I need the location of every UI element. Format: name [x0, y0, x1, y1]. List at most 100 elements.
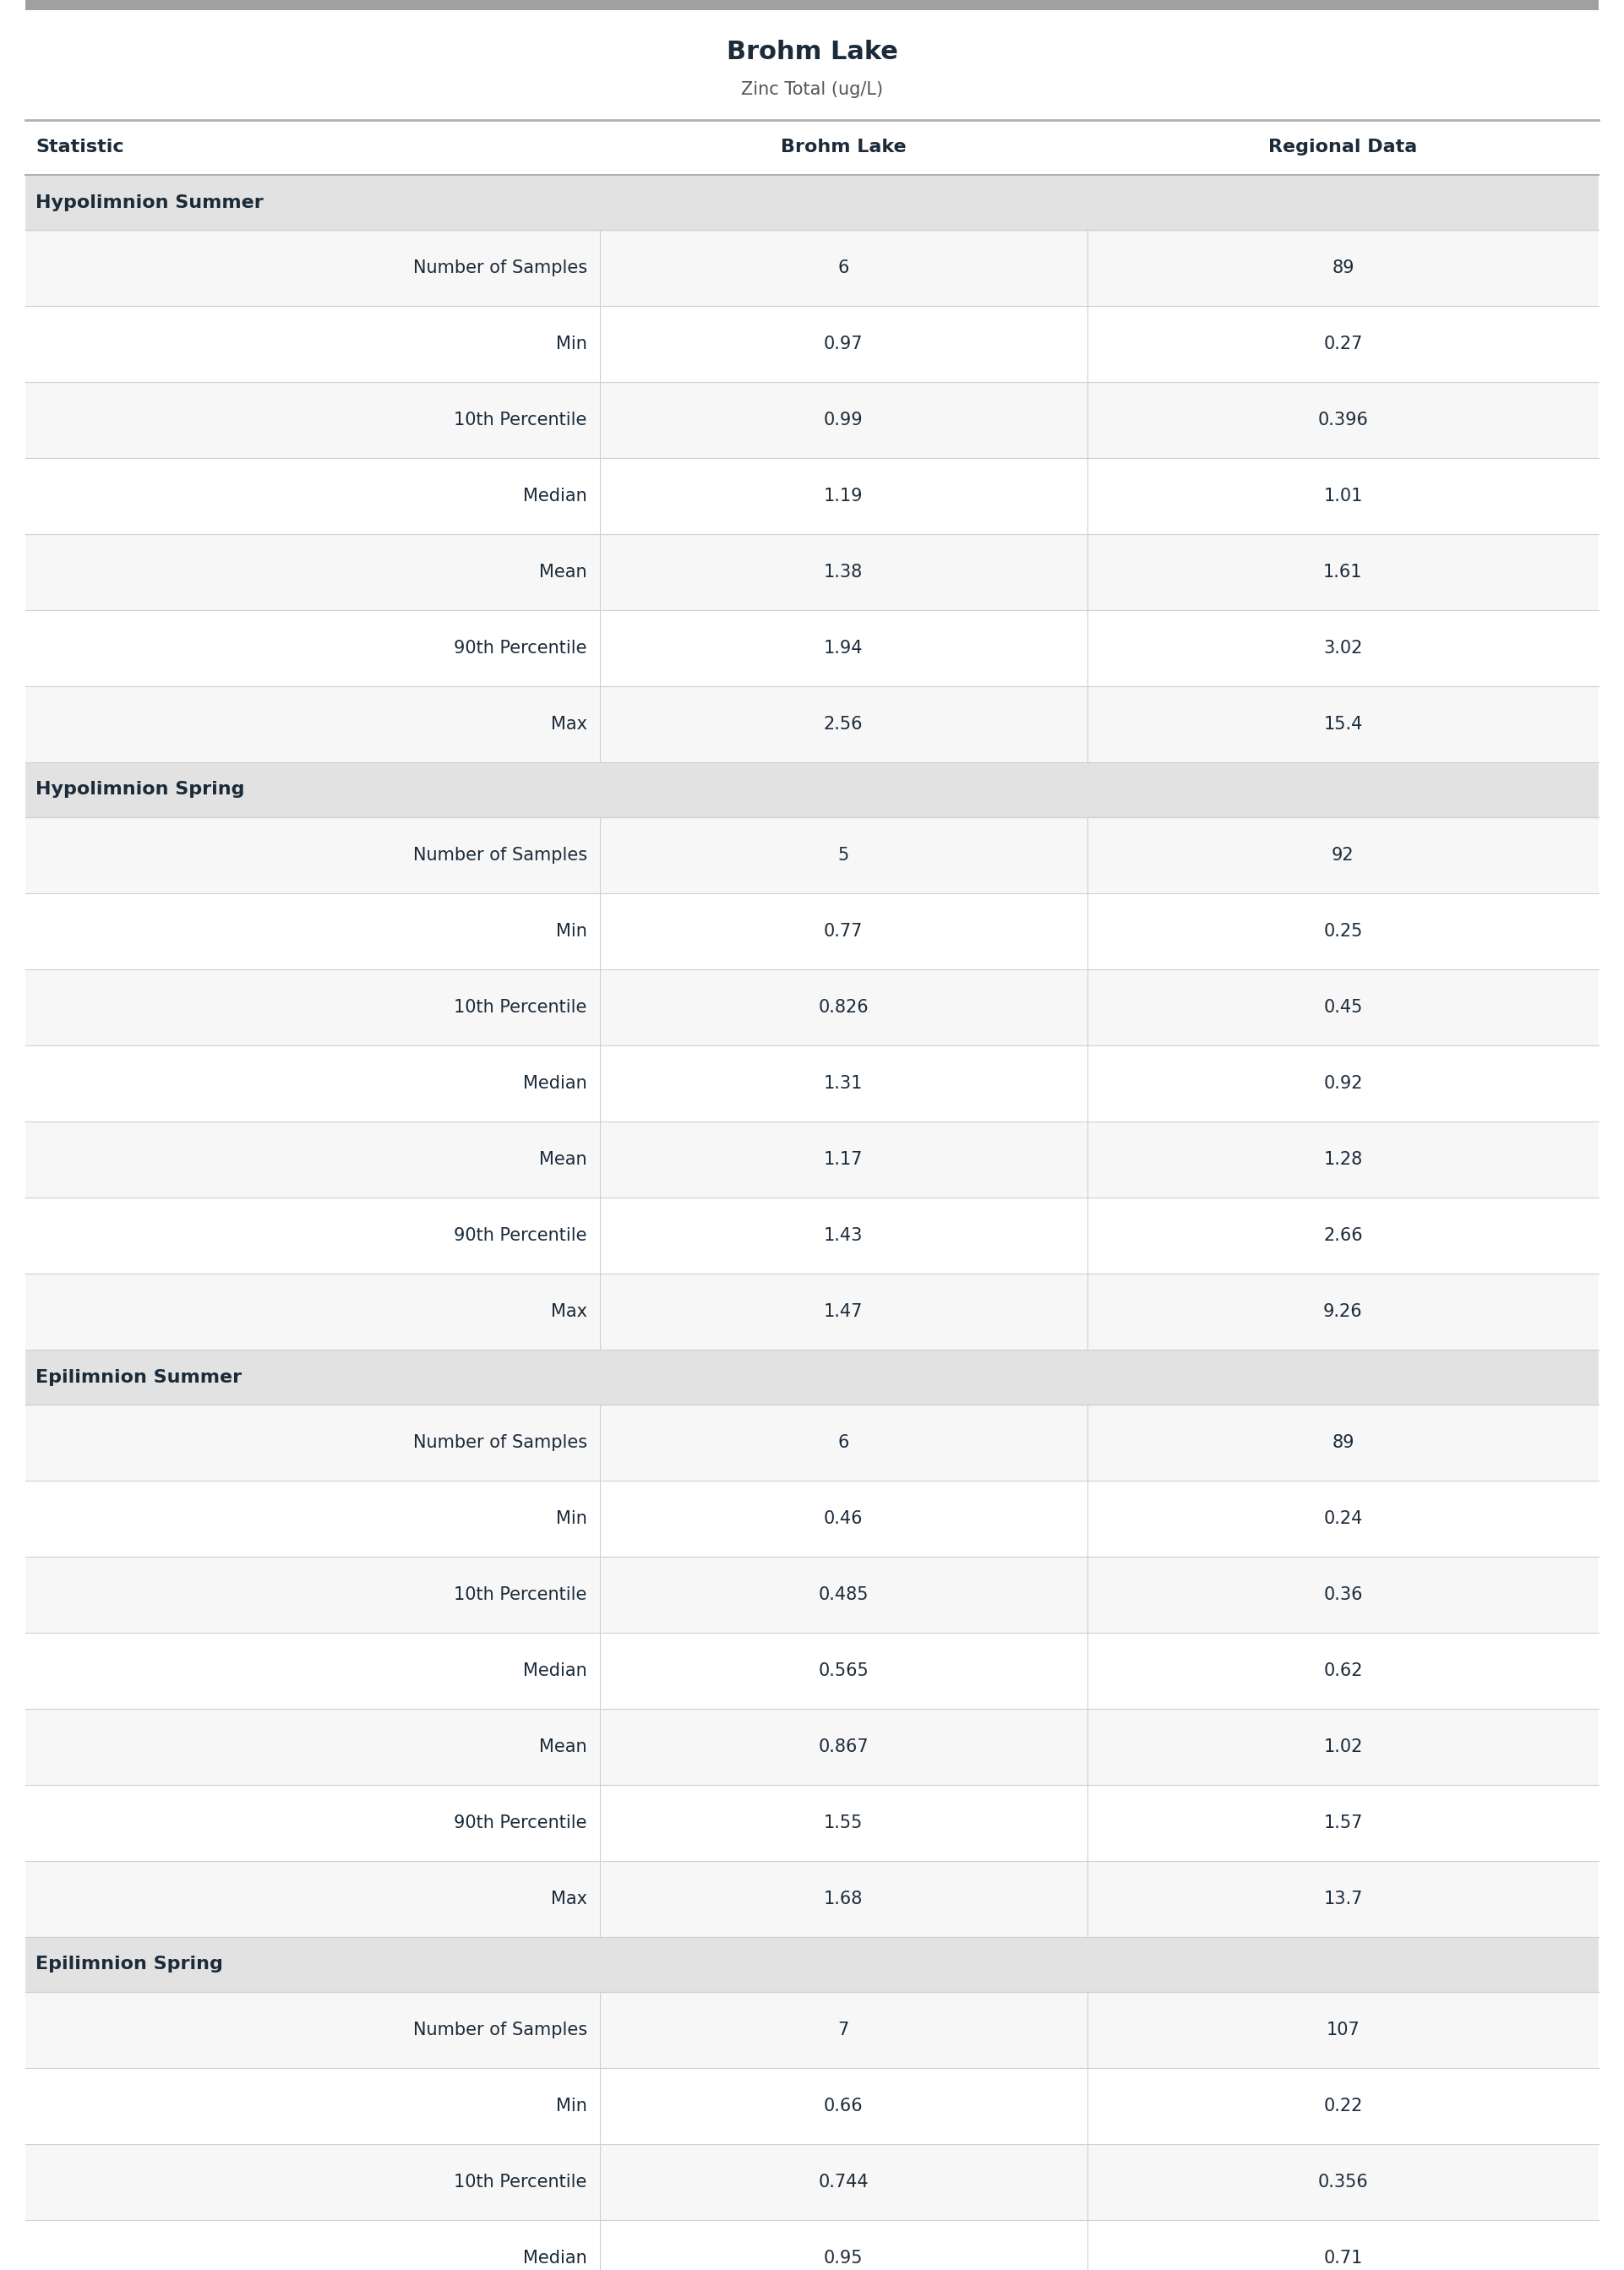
Text: Statistic: Statistic [36, 138, 123, 157]
Text: 0.396: 0.396 [1317, 411, 1369, 429]
Text: 3.02: 3.02 [1324, 640, 1363, 656]
Text: 7: 7 [838, 2023, 849, 2038]
Text: Max: Max [551, 715, 586, 733]
Bar [26, 2145, 1598, 2220]
Bar [26, 1993, 1598, 2068]
Bar [26, 1480, 1598, 1557]
Bar [26, 120, 1598, 175]
Bar [26, 1273, 1598, 1351]
Bar [26, 1121, 1598, 1199]
Bar [26, 686, 1598, 763]
Text: 0.27: 0.27 [1324, 336, 1363, 352]
Text: 0.77: 0.77 [823, 924, 862, 940]
Text: 1.61: 1.61 [1324, 563, 1363, 581]
Text: 10th Percentile: 10th Percentile [455, 2175, 586, 2191]
Text: 0.485: 0.485 [818, 1587, 869, 1603]
Bar [26, 611, 1598, 686]
Text: 90th Percentile: 90th Percentile [453, 1228, 586, 1244]
Text: 10th Percentile: 10th Percentile [455, 999, 586, 1017]
Text: Brohm Lake: Brohm Lake [781, 138, 906, 157]
Bar [26, 894, 1598, 969]
Text: 0.22: 0.22 [1324, 2097, 1363, 2113]
Text: 92: 92 [1332, 847, 1354, 863]
Bar [26, 9, 1598, 120]
Text: 2.66: 2.66 [1324, 1228, 1363, 1244]
Text: 1.55: 1.55 [823, 1814, 862, 1832]
Text: 0.565: 0.565 [818, 1662, 869, 1680]
Text: 90th Percentile: 90th Percentile [453, 640, 586, 656]
Bar [26, 1709, 1598, 1784]
Bar [26, 229, 1598, 306]
Bar [26, 763, 1598, 817]
Text: Max: Max [551, 1303, 586, 1321]
Text: 89: 89 [1332, 259, 1354, 277]
Bar [26, 1632, 1598, 1709]
Text: Hypolimnion Summer: Hypolimnion Summer [36, 193, 263, 211]
Bar [26, 1861, 1598, 1936]
Text: 0.99: 0.99 [823, 411, 864, 429]
Text: Number of Samples: Number of Samples [412, 847, 586, 863]
Text: 6: 6 [838, 259, 849, 277]
Text: Min: Min [555, 2097, 586, 2113]
Text: Min: Min [555, 924, 586, 940]
Text: 5: 5 [838, 847, 849, 863]
Text: Median: Median [523, 488, 586, 504]
Text: 89: 89 [1332, 1435, 1354, 1451]
Text: 13.7: 13.7 [1324, 1891, 1363, 1907]
Text: 1.28: 1.28 [1324, 1151, 1363, 1169]
Text: 1.38: 1.38 [823, 563, 862, 581]
Text: 1.43: 1.43 [823, 1228, 862, 1244]
Text: Mean: Mean [539, 563, 586, 581]
Bar [26, 1351, 1598, 1405]
Text: Min: Min [555, 1510, 586, 1528]
Text: 0.744: 0.744 [818, 2175, 869, 2191]
Text: Brohm Lake: Brohm Lake [726, 39, 898, 64]
Bar [26, 817, 1598, 894]
Text: Regional Data: Regional Data [1268, 138, 1418, 157]
Text: Min: Min [555, 336, 586, 352]
Text: 1.94: 1.94 [823, 640, 862, 656]
Text: Median: Median [523, 1076, 586, 1092]
Text: Median: Median [523, 2250, 586, 2268]
Text: 0.97: 0.97 [823, 336, 862, 352]
Text: 1.31: 1.31 [823, 1076, 862, 1092]
Text: 0.356: 0.356 [1317, 2175, 1369, 2191]
Text: 1.02: 1.02 [1324, 1739, 1363, 1755]
Text: 1.01: 1.01 [1324, 488, 1363, 504]
Text: 0.25: 0.25 [1324, 924, 1363, 940]
Text: 0.826: 0.826 [818, 999, 869, 1017]
Text: Max: Max [551, 1891, 586, 1907]
Bar [26, 381, 1598, 459]
Bar [26, 1557, 1598, 1632]
Text: Number of Samples: Number of Samples [412, 259, 586, 277]
Bar [26, 175, 1598, 229]
Text: Median: Median [523, 1662, 586, 1680]
Text: 0.36: 0.36 [1324, 1587, 1363, 1603]
Text: Mean: Mean [539, 1739, 586, 1755]
Text: 1.68: 1.68 [823, 1891, 862, 1907]
Bar [26, 533, 1598, 611]
Text: 1.47: 1.47 [823, 1303, 862, 1321]
Bar [26, 1405, 1598, 1480]
Text: Mean: Mean [539, 1151, 586, 1169]
Text: 0.867: 0.867 [818, 1739, 869, 1755]
Text: 1.17: 1.17 [823, 1151, 862, 1169]
Text: 1.57: 1.57 [1324, 1814, 1363, 1832]
Text: Epilimnion Summer: Epilimnion Summer [36, 1369, 242, 1385]
Bar [26, 1199, 1598, 1273]
Text: Zinc Total (ug/L): Zinc Total (ug/L) [741, 82, 883, 98]
Text: 0.45: 0.45 [1324, 999, 1363, 1017]
Text: Hypolimnion Spring: Hypolimnion Spring [36, 781, 245, 799]
Bar [26, 459, 1598, 533]
Text: 0.95: 0.95 [823, 2250, 862, 2268]
Bar [26, 2220, 1598, 2270]
Text: 90th Percentile: 90th Percentile [453, 1814, 586, 1832]
Bar [26, 0, 1598, 9]
Bar [26, 969, 1598, 1046]
Bar [26, 1046, 1598, 1121]
Bar [26, 306, 1598, 381]
Text: 0.71: 0.71 [1324, 2250, 1363, 2268]
Text: Epilimnion Spring: Epilimnion Spring [36, 1957, 222, 1973]
Text: 1.19: 1.19 [823, 488, 862, 504]
Text: 0.66: 0.66 [823, 2097, 864, 2113]
